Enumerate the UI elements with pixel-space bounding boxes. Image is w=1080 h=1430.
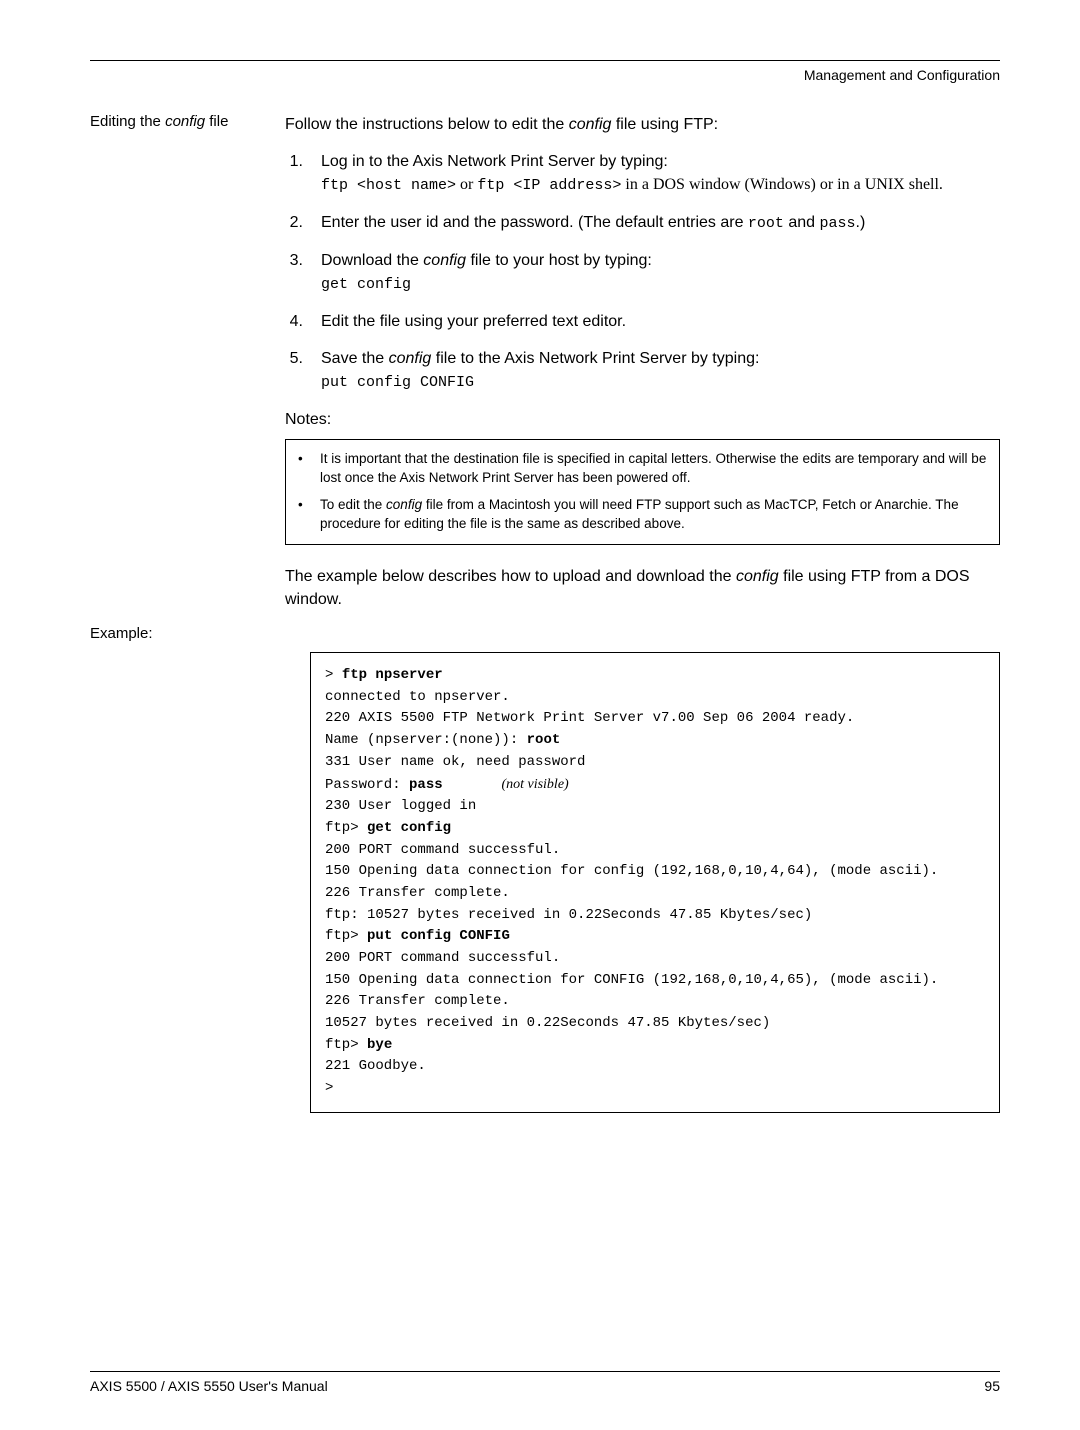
code-line: 150 Opening data connection for config (… bbox=[325, 863, 938, 879]
code-cmd: put config CONFIG bbox=[367, 928, 510, 944]
step-text: Save the config file to the Axis Network… bbox=[321, 350, 759, 367]
ftp-session-box: > ftp npserver connected to npserver. 22… bbox=[310, 652, 1000, 1113]
step-code-line: get config bbox=[321, 276, 411, 293]
code-cmd: get config bbox=[367, 820, 451, 836]
step-4: 4. Edit the file using your preferred te… bbox=[285, 310, 1000, 333]
notes-box: • It is important that the destination f… bbox=[285, 439, 1000, 545]
step-number: 2. bbox=[285, 211, 303, 235]
step-3: 3. Download the config file to your host… bbox=[285, 249, 1000, 296]
step-number: 3. bbox=[285, 249, 303, 296]
code-line: Name (npserver:(none)): bbox=[325, 732, 527, 748]
code-line: 230 User logged in bbox=[325, 798, 476, 814]
footer-left: AXIS 5500 / AXIS 5550 User's Manual bbox=[90, 1378, 328, 1394]
code-prompt: ftp> bbox=[325, 820, 367, 836]
footer: AXIS 5500 / AXIS 5550 User's Manual 95 bbox=[90, 1371, 1000, 1394]
code-line: ftp: 10527 bytes received in 0.22Seconds… bbox=[325, 907, 812, 923]
step-2: 2. Enter the user id and the password. (… bbox=[285, 211, 1000, 235]
steps-list: 1. Log in to the Axis Network Print Serv… bbox=[285, 150, 1000, 394]
side-heading: Editing the config file bbox=[90, 113, 265, 625]
intro-text: Follow the instructions below to edit th… bbox=[285, 113, 1000, 136]
step-1: 1. Log in to the Axis Network Print Serv… bbox=[285, 150, 1000, 197]
step-code: ftp <host name> bbox=[321, 177, 456, 194]
code-line: connected to npserver. bbox=[325, 689, 510, 705]
notes-heading: Notes: bbox=[285, 408, 1000, 431]
bullet-icon: • bbox=[298, 496, 306, 534]
code-cmd: root bbox=[527, 732, 561, 748]
code-line: 200 PORT command successful. bbox=[325, 842, 560, 858]
header-rule bbox=[90, 60, 1000, 61]
code-prompt: > bbox=[325, 667, 342, 683]
code-line: 226 Transfer complete. bbox=[325, 993, 510, 1009]
step-number: 5. bbox=[285, 347, 303, 394]
code-prompt: > bbox=[325, 1080, 333, 1096]
code-prompt: ftp> bbox=[325, 1037, 367, 1053]
step-code2: ftp <IP address> bbox=[477, 177, 621, 194]
note-text: To edit the config file from a Macintosh… bbox=[320, 496, 987, 534]
code-line: 220 AXIS 5500 FTP Network Print Server v… bbox=[325, 710, 854, 726]
step-number: 1. bbox=[285, 150, 303, 197]
step-text: Enter the user id and the password. (The… bbox=[321, 214, 748, 231]
footer-rule bbox=[90, 1371, 1000, 1372]
header-title: Management and Configuration bbox=[90, 67, 1000, 83]
step-code2: pass bbox=[820, 215, 856, 232]
step-5: 5. Save the config file to the Axis Netw… bbox=[285, 347, 1000, 394]
code-line: 331 User name ok, need password bbox=[325, 754, 585, 770]
code-cmd: bye bbox=[367, 1037, 392, 1053]
step-tail: .) bbox=[856, 214, 866, 231]
step-text: Download the config file to your host by… bbox=[321, 252, 652, 269]
step-mid: and bbox=[784, 214, 820, 231]
post-notes-text: The example below describes how to uploa… bbox=[285, 565, 1000, 611]
step-number: 4. bbox=[285, 310, 303, 333]
bullet-icon: • bbox=[298, 450, 306, 488]
code-line: Password: bbox=[325, 777, 409, 793]
code-line: 10527 bytes received in 0.22Seconds 47.8… bbox=[325, 1015, 770, 1031]
code-cmd: ftp npserver bbox=[342, 667, 443, 683]
step-text: Edit the file using your preferred text … bbox=[321, 313, 626, 330]
code-cmd: pass bbox=[409, 777, 443, 793]
code-line: 150 Opening data connection for CONFIG (… bbox=[325, 972, 938, 988]
code-line: 221 Goodbye. bbox=[325, 1058, 426, 1074]
note-text: It is important that the destination fil… bbox=[320, 450, 987, 488]
example-label: Example: bbox=[90, 625, 1000, 642]
step-code: root bbox=[748, 215, 784, 232]
code-line: 200 PORT command successful. bbox=[325, 950, 560, 966]
step-mid: or bbox=[456, 176, 477, 193]
code-line: 226 Transfer complete. bbox=[325, 885, 510, 901]
code-note: (not visible) bbox=[501, 777, 568, 792]
step-tail: in a DOS window (Windows) or in a UNIX s… bbox=[621, 176, 943, 193]
step-text: Log in to the Axis Network Print Server … bbox=[321, 153, 668, 170]
step-code-line: put config CONFIG bbox=[321, 374, 474, 391]
footer-page-number: 95 bbox=[984, 1378, 1000, 1394]
code-prompt: ftp> bbox=[325, 928, 367, 944]
